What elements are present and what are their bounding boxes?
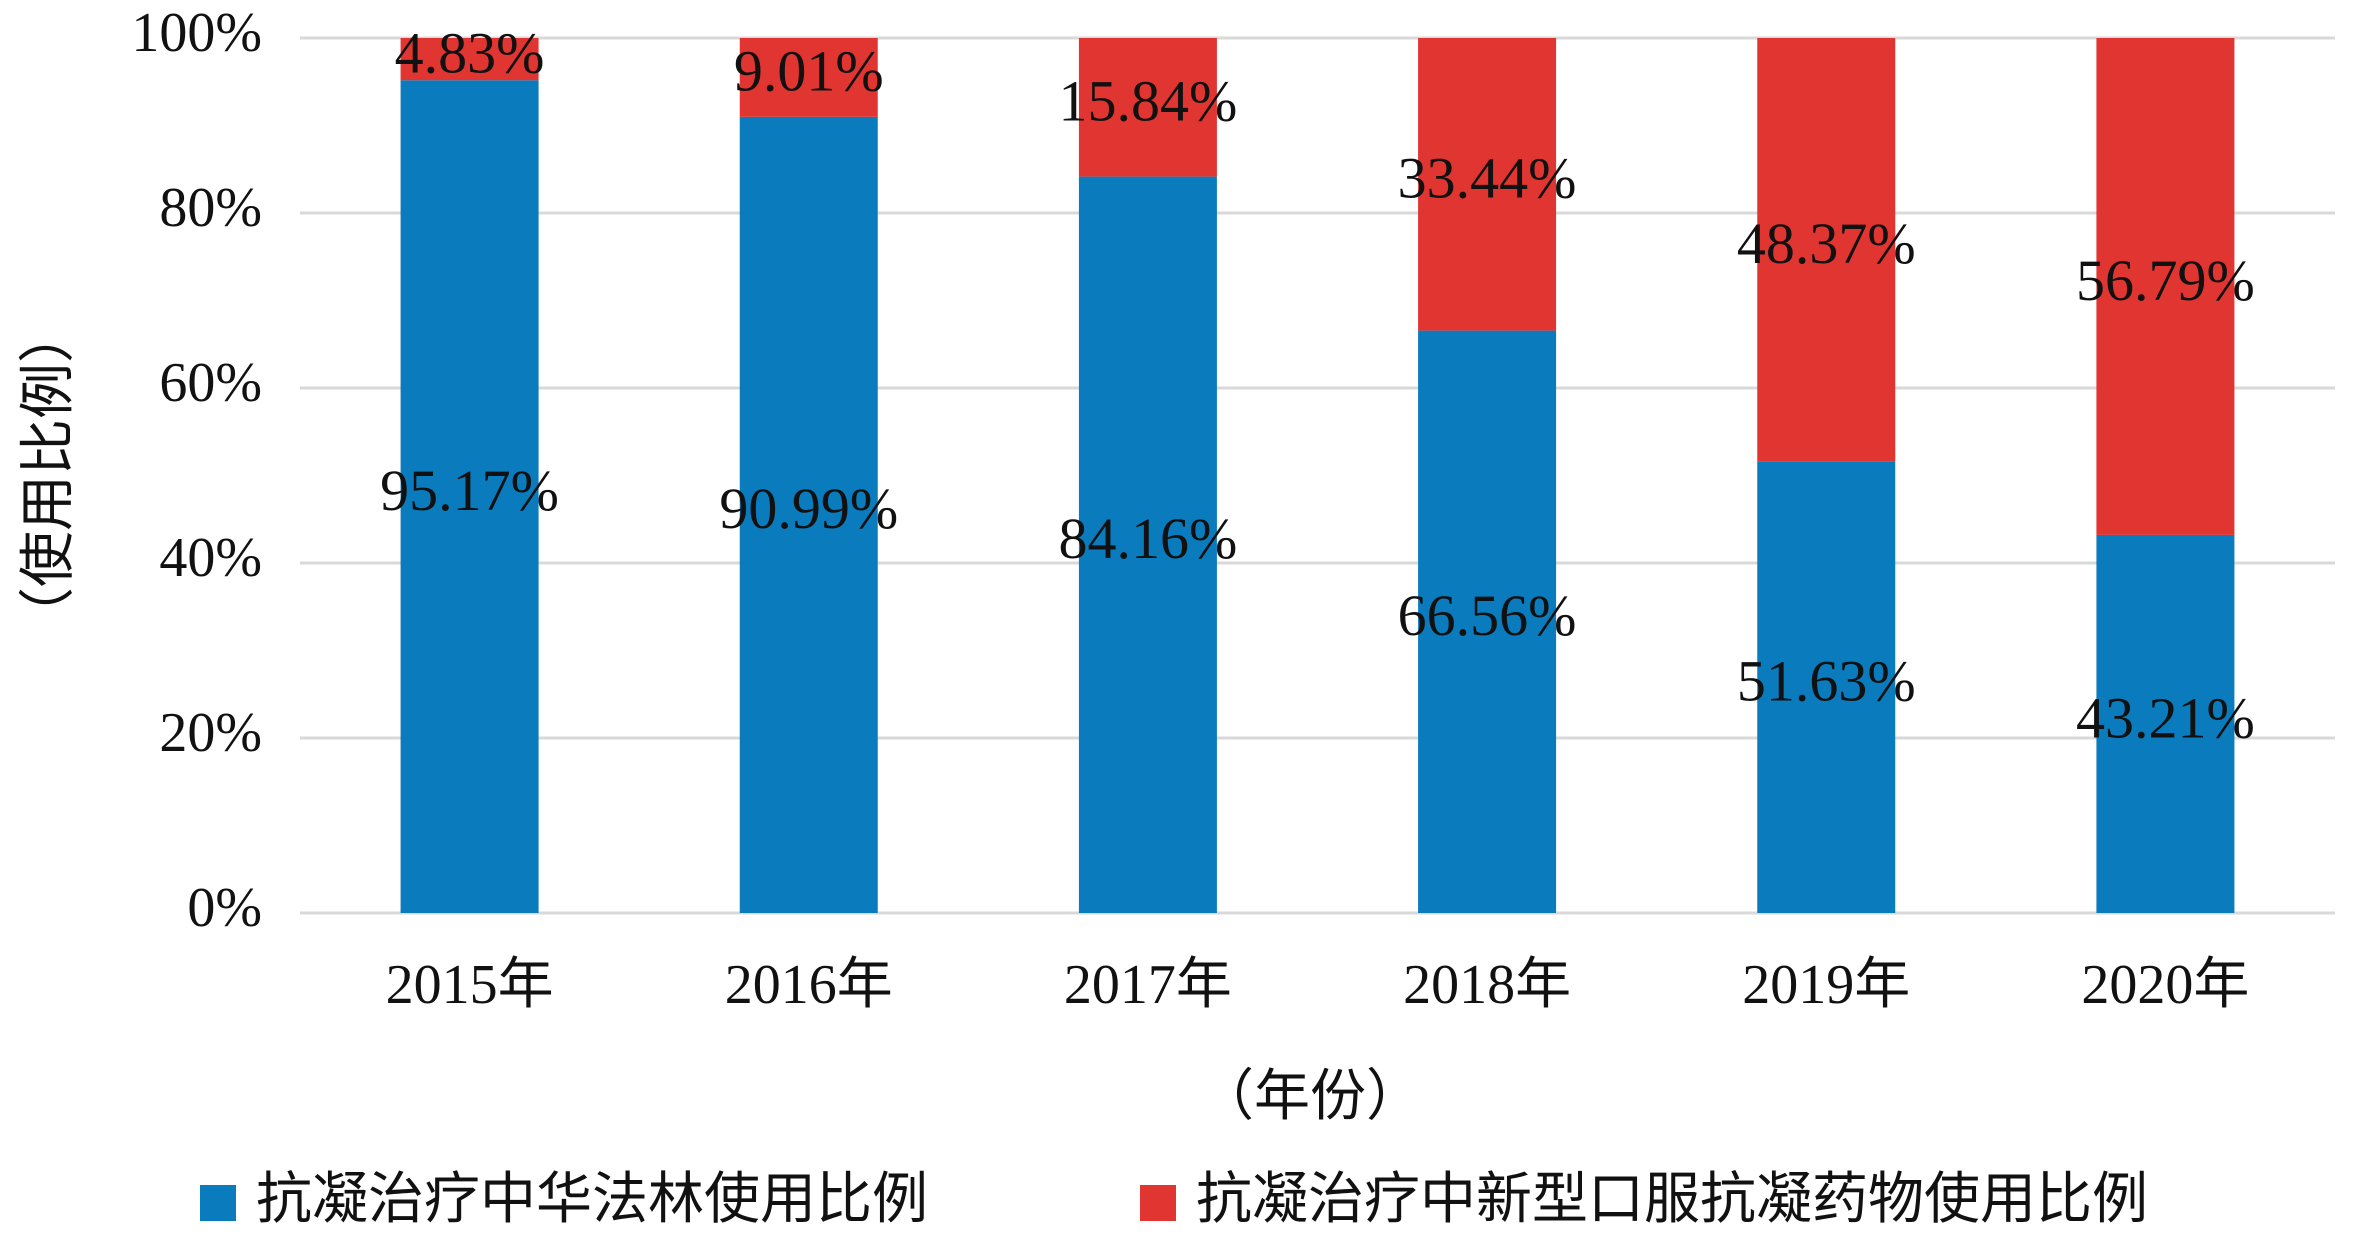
bar-noac xyxy=(1418,38,1557,331)
legend: 抗凝治疗中华法林使用比例 抗凝治疗中新型口服抗凝药物使用比例 xyxy=(200,1167,2148,1232)
legend-swatch xyxy=(1140,1185,1176,1221)
bars xyxy=(400,38,2235,914)
bar-noac xyxy=(1757,38,1896,462)
x-axis-title: （年份） xyxy=(1198,1064,1422,1129)
data-label: 95.17% xyxy=(380,458,559,523)
bar-noac xyxy=(400,38,539,81)
y-tick-label: 100% xyxy=(131,2,262,64)
bar-warfarin xyxy=(400,80,539,913)
y-tick-label: 40% xyxy=(159,527,262,589)
legend-swatch xyxy=(200,1185,236,1221)
y-tick-label: 60% xyxy=(159,352,262,414)
bar-warfarin xyxy=(739,116,878,913)
data-label: 51.63% xyxy=(1737,648,1916,713)
bar-noac xyxy=(739,38,878,117)
data-label: 90.99% xyxy=(719,476,898,541)
data-label: 48.37% xyxy=(1737,211,1916,276)
data-label: 43.21% xyxy=(2076,685,2255,750)
x-tick-label: 2018年 xyxy=(1403,954,1571,1016)
gridlines xyxy=(300,36,2335,915)
data-label: 4.83% xyxy=(395,20,545,85)
x-tick-label: 2016年 xyxy=(725,954,893,1016)
legend-label: 抗凝治疗中新型口服抗凝药物使用比例 xyxy=(1196,1167,2148,1232)
bar-warfarin xyxy=(1757,461,1896,913)
y-axis-ticks: 0% 20% 40% 60% 80% 100% xyxy=(131,2,262,939)
x-tick-label: 2015年 xyxy=(386,954,554,1016)
data-label: 66.56% xyxy=(1398,583,1577,648)
data-label: 56.79% xyxy=(2076,248,2255,313)
y-tick-label: 20% xyxy=(159,702,262,764)
data-label: 33.44% xyxy=(1398,146,1577,211)
bar-warfarin xyxy=(1078,176,1217,914)
x-tick-label: 2020年 xyxy=(2081,954,2249,1016)
y-tick-label: 80% xyxy=(159,177,262,239)
data-label: 84.16% xyxy=(1059,506,1238,571)
bar-noac xyxy=(2096,38,2235,535)
y-tick-label: 0% xyxy=(187,877,262,939)
data-label: 9.01% xyxy=(734,39,884,104)
x-tick-label: 2019年 xyxy=(1742,954,1910,1016)
data-labels: 95.17% 4.83% 90.99% 9.01% 84.16% 15.84% 66.56%… xyxy=(380,20,2255,750)
x-axis-ticks: 2015年 2016年 2017年 2018年 2019年 2020年 xyxy=(386,954,2250,1016)
bar-warfarin xyxy=(2096,534,2235,913)
data-label: 15.84% xyxy=(1059,69,1238,134)
x-tick-label: 2017年 xyxy=(1064,954,1232,1016)
bar-noac xyxy=(1078,38,1217,177)
y-axis-title: （使用比例） xyxy=(16,307,81,643)
legend-label: 抗凝治疗中华法林使用比例 xyxy=(256,1167,928,1232)
bar-warfarin xyxy=(1418,330,1557,914)
